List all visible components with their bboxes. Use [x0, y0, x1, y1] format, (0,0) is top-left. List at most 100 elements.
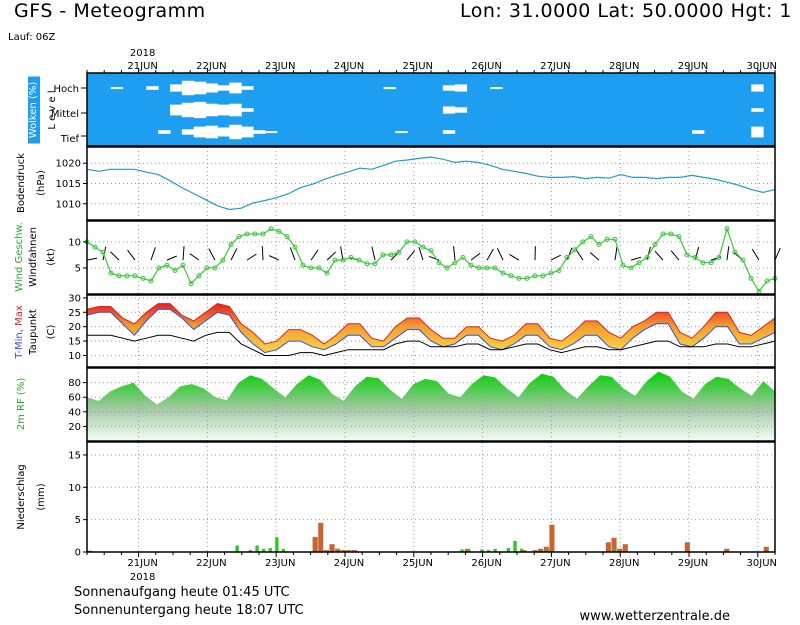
day-label: 28JUN — [609, 61, 639, 72]
wind-barb — [246, 253, 257, 261]
precip-bar-convective — [493, 548, 497, 552]
y-tick-label: 15 — [68, 450, 81, 461]
wind-speed-point — [684, 252, 690, 258]
precip-bar-stratiform — [323, 550, 329, 552]
temperature-unit: (C) — [46, 325, 57, 340]
wind-barb — [310, 249, 319, 261]
humidity-area — [87, 371, 775, 441]
wind-barb — [550, 254, 561, 261]
cloud-cover-mittel — [751, 108, 764, 112]
y-tick-label: 5 — [75, 515, 81, 526]
wind-speed-point — [580, 239, 586, 245]
wind-speed-point — [588, 234, 594, 240]
precip-bar-convective — [486, 550, 491, 552]
wind-speed-point — [724, 226, 730, 232]
wind-speed-point — [404, 239, 410, 245]
wind-barb — [566, 247, 573, 261]
day-label: 29JUN — [678, 558, 708, 569]
cloud-cover-mittel — [442, 106, 456, 114]
wind-speed-point — [612, 236, 618, 242]
wind-speed-point — [476, 265, 482, 271]
wind-speed-point — [532, 273, 538, 279]
precip-bar-convective — [281, 548, 286, 552]
wind-speed-point — [692, 255, 698, 260]
precip-bar-convective — [480, 549, 484, 552]
y-tick-label: 10 — [68, 483, 81, 494]
wind-speed-point — [444, 265, 450, 271]
wind-speed-point — [572, 247, 578, 253]
clouds-panel: Hoch Mittel Tief Wolken (%) L e v e l — [28, 72, 776, 147]
wind-barb — [496, 247, 504, 261]
wind-barb — [654, 250, 664, 261]
pressure-unit: (hPa) — [36, 170, 47, 196]
precip-bar-stratiform — [684, 542, 690, 552]
wind-barb — [150, 247, 156, 261]
day-label: 22JUN — [196, 61, 226, 72]
y-tick-label: 60 — [68, 393, 81, 404]
precip-bar-stratiform — [335, 548, 341, 552]
sunrise-text: Sonnenaufgang heute 01:45 UTC — [74, 585, 290, 600]
wind-speed-point — [388, 252, 394, 258]
wind-speed-point — [700, 260, 706, 266]
wind-barb — [509, 253, 520, 261]
day-label: 25JUN — [403, 558, 433, 569]
cloud-cover-hoch — [170, 84, 183, 92]
temperature-panel: 10 15 20 25 30 T-Min, Max Taupunkt (C) — [14, 293, 776, 368]
cloud-cover-mittel — [193, 101, 207, 119]
wind-speed-point — [268, 226, 274, 232]
tmax-line — [86, 303, 776, 345]
wind-barb — [418, 246, 424, 261]
wind-barb — [110, 251, 120, 261]
wind-barb — [726, 246, 730, 261]
cloud-cover-hoch — [241, 86, 254, 90]
cloud-cover-tief — [395, 131, 408, 134]
wind-speed-point — [740, 257, 746, 263]
wind-speed-point — [140, 275, 146, 281]
precip-bar-stratiform — [617, 548, 623, 552]
wind-speed-point — [748, 275, 754, 281]
wind-speed-point — [188, 281, 194, 287]
day-label: 25JUN — [403, 61, 433, 72]
day-label: 23JUN — [265, 61, 295, 72]
day-label: 26JUN — [471, 558, 501, 569]
wind-barb — [261, 246, 264, 261]
tmin-line — [86, 308, 776, 354]
cloud-cover-mittel — [229, 103, 242, 117]
precip-bar-stratiform — [763, 546, 769, 552]
precip-bar-convective — [506, 548, 510, 552]
y-tick-label: 1020 — [56, 159, 81, 170]
wind-speed-point — [460, 255, 466, 260]
precip-bar-convective — [262, 548, 266, 552]
cloud-cover-hoch — [490, 87, 503, 90]
wind-barb — [630, 256, 642, 261]
wind-barb — [751, 248, 760, 261]
wind-speed-point — [212, 265, 218, 271]
wind-speed-point — [132, 273, 138, 279]
wind-barb — [166, 255, 178, 261]
day-label: 24JUN — [334, 61, 364, 72]
wind-speed-point — [620, 262, 626, 268]
cloud-cover-hoch — [146, 86, 159, 90]
level-label-hoch: Hoch — [54, 84, 79, 95]
cloud-cover-hoch — [442, 85, 456, 91]
wind-barb — [646, 246, 651, 261]
wind-speed-point — [596, 242, 602, 247]
time-axes: 21JUN 22JUN 23JUN 24JUN 25JUN 26JUN 27JUN 28JUN… — [86, 48, 777, 583]
precip-bar-convective — [467, 549, 471, 552]
pressure-line — [86, 156, 776, 211]
precip-bar-stratiform — [352, 550, 358, 552]
wind-barbs — [86, 246, 781, 261]
precip-bar-convective — [255, 545, 259, 552]
wind-barb — [774, 247, 781, 261]
wind-frame — [86, 220, 776, 295]
wind-speed-point — [228, 242, 234, 247]
y-tick-label: 5 — [75, 263, 81, 274]
wind-speed-point — [468, 262, 474, 268]
wind-speed-point — [92, 244, 98, 250]
wind-barb — [326, 251, 336, 261]
day-label: 26JUN — [471, 61, 501, 72]
pressure-ylabel: Bodendruck — [16, 153, 27, 213]
cloud-cover-mittel — [205, 103, 218, 117]
